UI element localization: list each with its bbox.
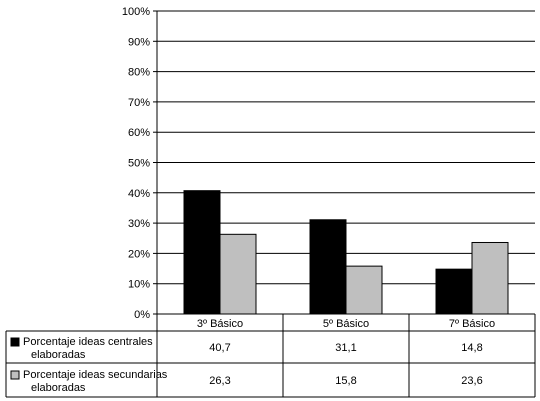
data-label: 40,7	[209, 342, 230, 354]
bar-ideas-centrales-3	[435, 268, 473, 315]
bar-ideas-centrales-2	[309, 219, 347, 315]
y-tick-label: 100%	[122, 6, 150, 18]
y-tick-label: 70%	[128, 97, 150, 109]
y-tick-label: 80%	[128, 67, 150, 79]
legend-swatch	[10, 370, 20, 380]
bar-ideas-secundarias-2	[345, 265, 383, 315]
data-label: 23,6	[461, 375, 482, 387]
data-label: 15,8	[335, 375, 356, 387]
legend-label: elaboradas	[31, 382, 86, 394]
data-table: 3º Básico 5º Básico 7º Básico Porcentaje id…	[5, 313, 536, 398]
y-tick-label: 50%	[128, 158, 150, 170]
y-tick-label: 30%	[128, 218, 150, 230]
y-tick-label: 90%	[128, 36, 150, 48]
legend-label: Porcentaje ideas centrales	[23, 336, 153, 348]
category-label: 3º Básico	[197, 318, 243, 330]
bars	[183, 190, 509, 315]
legend-label: elaboradas	[31, 349, 86, 361]
data-label: 31,1	[335, 342, 356, 354]
legend-label: Porcentaje ideas secundarias	[23, 369, 168, 381]
category-label: 7º Básico	[449, 318, 495, 330]
category-label: 5º Básico	[323, 318, 369, 330]
legend-swatch	[10, 337, 20, 347]
data-label: 26,3	[209, 375, 230, 387]
data-label: 14,8	[461, 342, 482, 354]
y-tick-label: 40%	[128, 188, 150, 200]
bar-ideas-centrales-1	[183, 190, 221, 315]
y-tick-label: 20%	[128, 248, 150, 260]
bar-ideas-secundarias-3	[471, 241, 509, 315]
axes: 0% 10% 20% 30% 40% 50% 60% 70% 80% 90% 100%	[122, 6, 158, 321]
y-tick-label: 0%	[134, 309, 150, 321]
y-tick-label: 10%	[128, 279, 150, 291]
bar-ideas-secundarias-1	[219, 233, 257, 315]
y-tick-label: 60%	[128, 127, 150, 139]
